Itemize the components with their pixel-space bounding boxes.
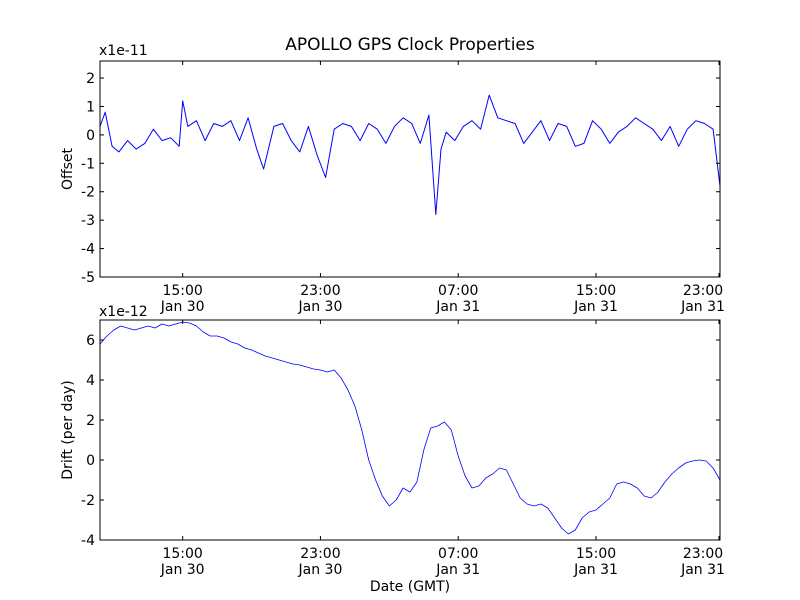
offset-x-tick-date-label: Jan 30: [160, 299, 205, 315]
drift-x-tick-time-label: 23:00: [683, 546, 723, 562]
drift-x-tick-date-label: Jan 31: [435, 562, 480, 578]
offset-axes-frame: [99, 60, 721, 278]
offset-y-tick-label: -3: [81, 213, 95, 229]
offset-x-tick-date-label: Jan 30: [298, 299, 343, 315]
drift-x-tick-date-label: Jan 30: [160, 562, 205, 578]
drift-x-tick-time-label: 15:00: [576, 546, 616, 562]
drift-y-tick-label: 4: [86, 373, 95, 389]
offset-y-tick-label: 1: [86, 99, 95, 115]
drift-y-tick-label: -4: [81, 533, 95, 549]
offset-x-tick-time-label: 15:00: [576, 283, 616, 299]
offset-x-tick-time-label: 23:00: [683, 283, 723, 299]
drift-x-tick-time-label: 15:00: [162, 546, 202, 562]
drift-y-tick-label: 0: [86, 453, 95, 469]
offset-x-tick-time-label: 23:00: [300, 283, 340, 299]
offset-y-tick-label: -1: [81, 156, 95, 172]
offset-y-axis-label: Offset: [60, 147, 76, 190]
offset-y-tick-label: -5: [81, 270, 95, 286]
drift-exponent-label: x1e-12: [99, 304, 148, 320]
offset-x-tick-time-label: 07:00: [438, 283, 478, 299]
offset-x-tick-time-label: 15:00: [162, 283, 202, 299]
offset-x-tick-date-label: Jan 31: [680, 299, 725, 315]
offset-x-tick-date-label: Jan 31: [573, 299, 618, 315]
offset-y-tick-label: -4: [81, 242, 95, 258]
chart-title: APOLLO GPS Clock Properties: [285, 35, 535, 55]
offset-y-tick-label: 2: [86, 71, 95, 87]
offset-exponent-label: x1e-11: [99, 43, 148, 59]
drift-x-tick-date-label: Jan 31: [680, 562, 725, 578]
drift-axes-frame: [99, 319, 721, 541]
drift-x-tick-time-label: 23:00: [300, 546, 340, 562]
offset-series-line: [99, 94, 721, 215]
drift-x-tick-time-label: 07:00: [438, 546, 478, 562]
drift-y-tick-label: -2: [81, 493, 95, 509]
drift-y-tick-label: 6: [86, 333, 95, 349]
offset-x-tick-date-label: Jan 31: [435, 299, 480, 315]
drift-y-tick-label: 2: [86, 413, 95, 429]
x-axis-label: Date (GMT): [370, 579, 450, 595]
offset-y-tick-label: 0: [86, 128, 95, 144]
drift-series-line: [99, 321, 721, 535]
offset-y-tick-label: -2: [81, 185, 95, 201]
drift-x-tick-date-label: Jan 30: [298, 562, 343, 578]
drift-y-axis-label: Drift (per day): [60, 380, 76, 479]
drift-x-tick-date-label: Jan 31: [573, 562, 618, 578]
